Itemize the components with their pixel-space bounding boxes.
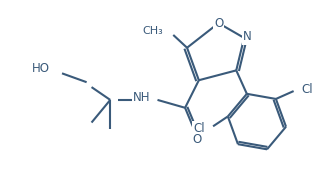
Text: HO: HO xyxy=(32,62,50,75)
Text: Cl: Cl xyxy=(301,83,313,96)
Text: O: O xyxy=(214,17,223,30)
Text: N: N xyxy=(243,30,252,43)
Text: NH: NH xyxy=(133,91,151,105)
Text: O: O xyxy=(192,133,202,146)
Text: CH₃: CH₃ xyxy=(143,26,163,36)
Text: Cl: Cl xyxy=(193,122,205,135)
